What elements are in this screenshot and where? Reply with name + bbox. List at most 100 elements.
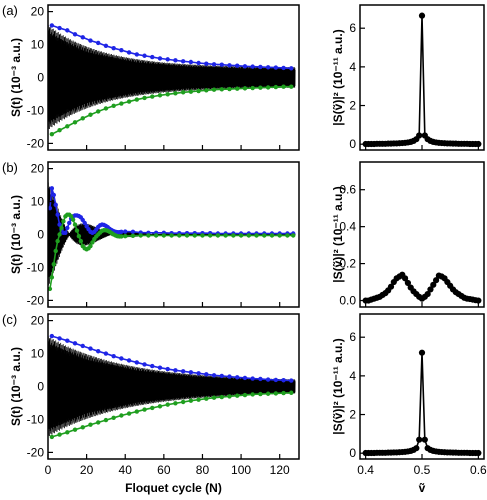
data-point xyxy=(227,374,232,379)
data-point xyxy=(165,366,170,372)
panel-5: 0 2 4 6 0.4 0.5 0.6 |S(ṽ)|² (10⁻¹¹ a.u.) ṽ xyxy=(331,313,487,495)
data-point xyxy=(250,85,255,91)
data-point xyxy=(289,378,294,383)
data-point xyxy=(281,378,286,383)
plot-area xyxy=(48,333,296,440)
data-point xyxy=(72,427,78,432)
y-tick-label: -20 xyxy=(27,445,45,459)
data-point xyxy=(231,233,236,238)
data-point xyxy=(184,233,190,238)
data-point xyxy=(80,425,85,430)
data-point xyxy=(90,240,95,245)
data-point xyxy=(49,23,55,28)
data-point xyxy=(96,349,101,354)
data-point xyxy=(49,333,55,339)
data-point xyxy=(80,35,85,40)
data-point xyxy=(173,91,178,96)
data-point xyxy=(119,47,124,53)
data-point xyxy=(273,391,279,396)
data-point xyxy=(416,436,423,443)
data-point xyxy=(48,205,53,211)
data-point xyxy=(418,349,426,356)
data-point xyxy=(57,25,62,31)
data-point xyxy=(126,99,132,104)
y-tick-label: 6 xyxy=(349,21,356,35)
panel-label: (a) xyxy=(2,3,18,18)
y-axis-label: |S(ṽ)|² (10⁻¹¹ a.u.) xyxy=(331,338,345,434)
data-point xyxy=(196,88,201,94)
data-point xyxy=(265,85,271,90)
data-point xyxy=(242,64,248,69)
y-tick-label: 10 xyxy=(31,195,45,209)
axes-frame xyxy=(359,161,485,308)
axes-frame xyxy=(359,313,485,460)
y-tick-label: 2 xyxy=(349,408,356,422)
data-point xyxy=(227,63,232,68)
data-point xyxy=(65,124,70,129)
y-tick-label: 6 xyxy=(349,330,356,344)
data-point xyxy=(111,415,116,421)
data-point xyxy=(78,238,84,244)
data-point xyxy=(88,422,93,427)
data-point xyxy=(200,233,205,238)
data-point xyxy=(430,281,437,288)
data-point xyxy=(49,131,55,137)
data-point xyxy=(242,375,248,381)
data-point xyxy=(88,38,93,43)
data-point xyxy=(76,233,82,239)
y-axis-label: S(t) (10⁻³ a.u.) xyxy=(9,347,23,426)
y-tick-label: 20 xyxy=(31,162,45,176)
data-point xyxy=(219,394,224,400)
x-tick-label: 60 xyxy=(157,463,171,477)
data-point xyxy=(111,103,116,109)
data-point xyxy=(142,362,147,367)
data-point xyxy=(103,351,109,356)
x-tick-label: 20 xyxy=(80,463,94,477)
data-point xyxy=(68,214,74,219)
data-point xyxy=(74,228,80,233)
data-point xyxy=(404,279,412,287)
y-tick-label: 2 xyxy=(349,99,356,113)
data-point xyxy=(475,297,482,304)
data-point xyxy=(235,393,240,398)
data-point xyxy=(177,233,182,238)
data-point xyxy=(53,202,58,208)
data-point xyxy=(196,60,201,66)
data-point xyxy=(72,222,78,227)
data-point xyxy=(134,52,140,57)
data-point xyxy=(188,59,194,65)
plot-area xyxy=(48,23,296,137)
data-point xyxy=(65,28,70,33)
data-point xyxy=(196,371,201,376)
panel-2: -20 -10 0 10 20 0 20 40 60 80 100 120 S(t) (10⁻³ a.u… xyxy=(2,312,300,495)
y-tick-label: 4 xyxy=(349,60,356,74)
data-point xyxy=(413,445,420,452)
data-point xyxy=(123,229,128,234)
data-point xyxy=(262,233,267,238)
data-point xyxy=(142,53,147,58)
data-point xyxy=(119,356,124,361)
y-tick-label: 4 xyxy=(349,369,356,383)
data-point xyxy=(126,358,132,363)
signal-trace xyxy=(48,336,296,436)
data-point xyxy=(291,233,296,238)
data-point xyxy=(59,225,64,231)
y-axis-label: S(t) (10⁻³ a.u.) xyxy=(9,195,23,274)
y-tick-label: 0.0 xyxy=(339,294,356,308)
data-point xyxy=(204,372,209,377)
data-point xyxy=(49,186,55,191)
data-point xyxy=(188,370,194,375)
data-point xyxy=(157,404,163,409)
data-point xyxy=(72,341,78,346)
data-point xyxy=(180,369,186,374)
data-point xyxy=(157,365,163,370)
y-tick-label: 0 xyxy=(37,71,44,85)
data-point xyxy=(475,140,482,148)
data-point xyxy=(165,92,170,97)
data-point xyxy=(416,132,423,139)
y-tick-label: 0 xyxy=(37,228,44,242)
y-tick-label: 20 xyxy=(31,314,45,328)
data-point xyxy=(265,391,271,396)
data-point xyxy=(211,62,217,67)
y-tick-label: -10 xyxy=(27,260,45,274)
